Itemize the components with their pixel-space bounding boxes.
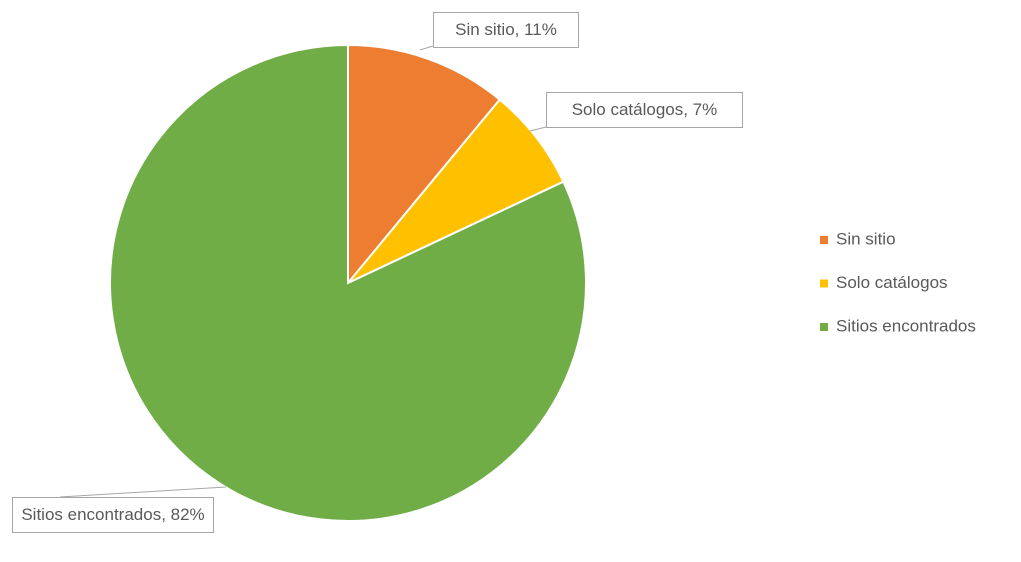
data-label: Sitios encontrados, 82% xyxy=(12,497,214,533)
legend-swatch xyxy=(820,323,828,331)
leader-line xyxy=(59,486,227,498)
data-label: Sin sitio, 11% xyxy=(433,12,579,48)
legend-label: Solo catálogos xyxy=(836,273,948,292)
legend-label: Sitios encontrados xyxy=(836,316,976,335)
leader-line xyxy=(529,126,547,132)
pie-slice xyxy=(347,98,565,284)
pie-slice xyxy=(109,43,587,522)
legend-label: Sin sitio xyxy=(836,229,896,248)
pie-slice xyxy=(347,43,502,286)
data-label: Solo catálogos, 7% xyxy=(546,92,743,128)
legend-swatch xyxy=(820,279,828,288)
leader-line xyxy=(419,45,434,51)
legend-swatch xyxy=(820,236,828,244)
